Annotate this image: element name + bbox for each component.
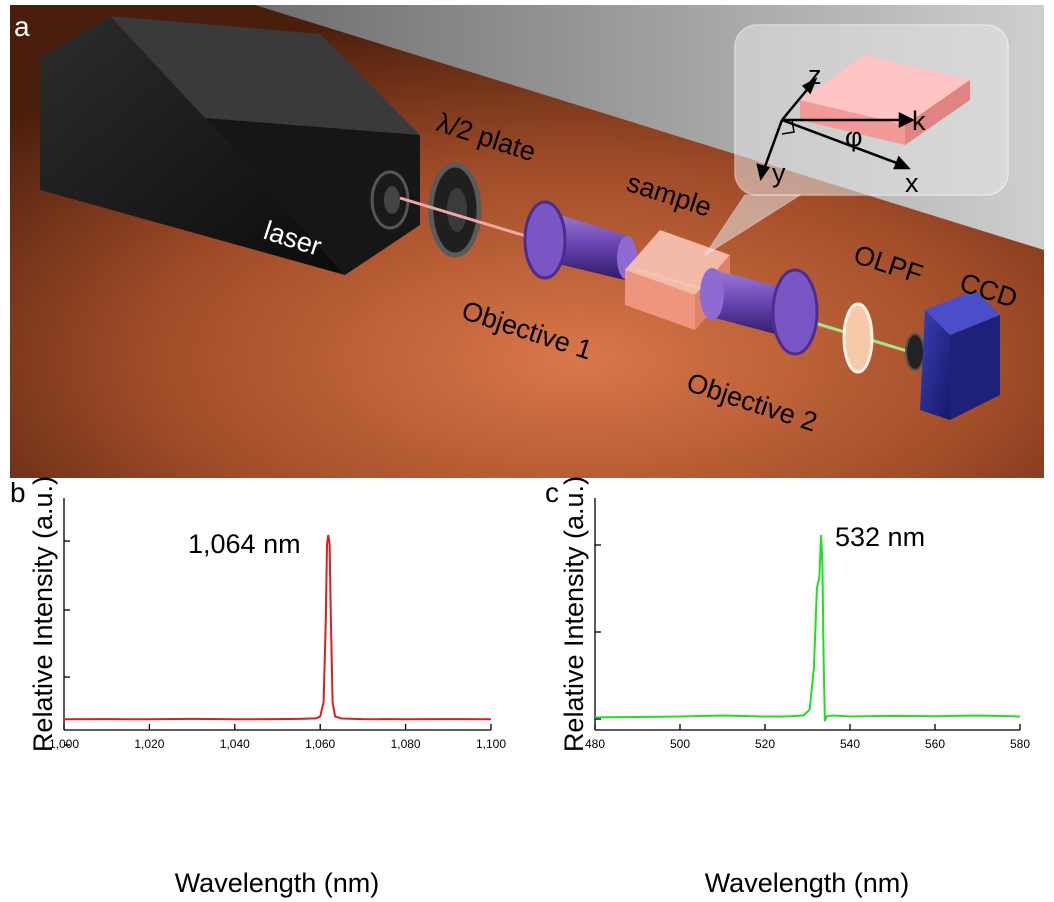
x-tick-label-4: 560 (925, 737, 945, 751)
y-axis-label: Relative Intensity (a.u.) (559, 476, 589, 752)
y-axis-label: Relative Intensity (a.u.) (28, 476, 58, 752)
x-tick-label-5: 580 (1010, 737, 1030, 751)
half-wave-plate (428, 162, 482, 258)
panel-c-letter: c (545, 477, 559, 508)
x-tick-label-3: 1,060 (305, 737, 335, 751)
x-tick-label-3: 540 (840, 737, 860, 751)
chart-b: b 1,000 1,020 1,040 1,060 1,080 1,100 1,064 nm W… (10, 476, 506, 898)
laser-box (40, 16, 420, 275)
inset-z-label: z (808, 60, 822, 90)
objective-1 (523, 200, 637, 280)
ccd-camera (905, 290, 1000, 420)
olpf-filter (842, 302, 874, 374)
panel-b-letter: b (10, 477, 26, 508)
spectrum-line (63, 534, 492, 721)
spectrum-line (594, 534, 1021, 722)
chart-c: c 480 500 520 540 560 580 532 nm Wavelength (nm)… (545, 476, 1030, 898)
x-tick-label-0: 480 (585, 737, 605, 751)
inset-x-label: x (905, 168, 919, 198)
inset-callout: z k φ y x (704, 24, 1009, 256)
panel-a: z k φ y x a laser λ/2 plate sample Objec… (10, 5, 1044, 478)
x-tick-label-0: 1,000 (49, 737, 79, 751)
x-tick-label-5: 1,100 (476, 737, 506, 751)
inset-y-label: y (772, 158, 786, 188)
x-tick-label-4: 1,080 (391, 737, 421, 751)
inset-k-label: k (912, 106, 926, 136)
peak-label: 532 nm (835, 522, 925, 552)
x-tick-label-1: 1,020 (134, 737, 164, 751)
x-axis-label: Wavelength (nm) (705, 868, 910, 898)
x-tick-label-2: 520 (755, 737, 775, 751)
x-axis-label: Wavelength (nm) (175, 868, 380, 898)
objective-2 (700, 268, 819, 356)
inset-phi-label: φ (845, 122, 863, 152)
panel-a-letter: a (14, 11, 30, 42)
x-tick-label-2: 1,040 (220, 737, 250, 751)
peak-label: 1,064 nm (188, 529, 301, 559)
x-tick-label-1: 500 (670, 737, 690, 751)
